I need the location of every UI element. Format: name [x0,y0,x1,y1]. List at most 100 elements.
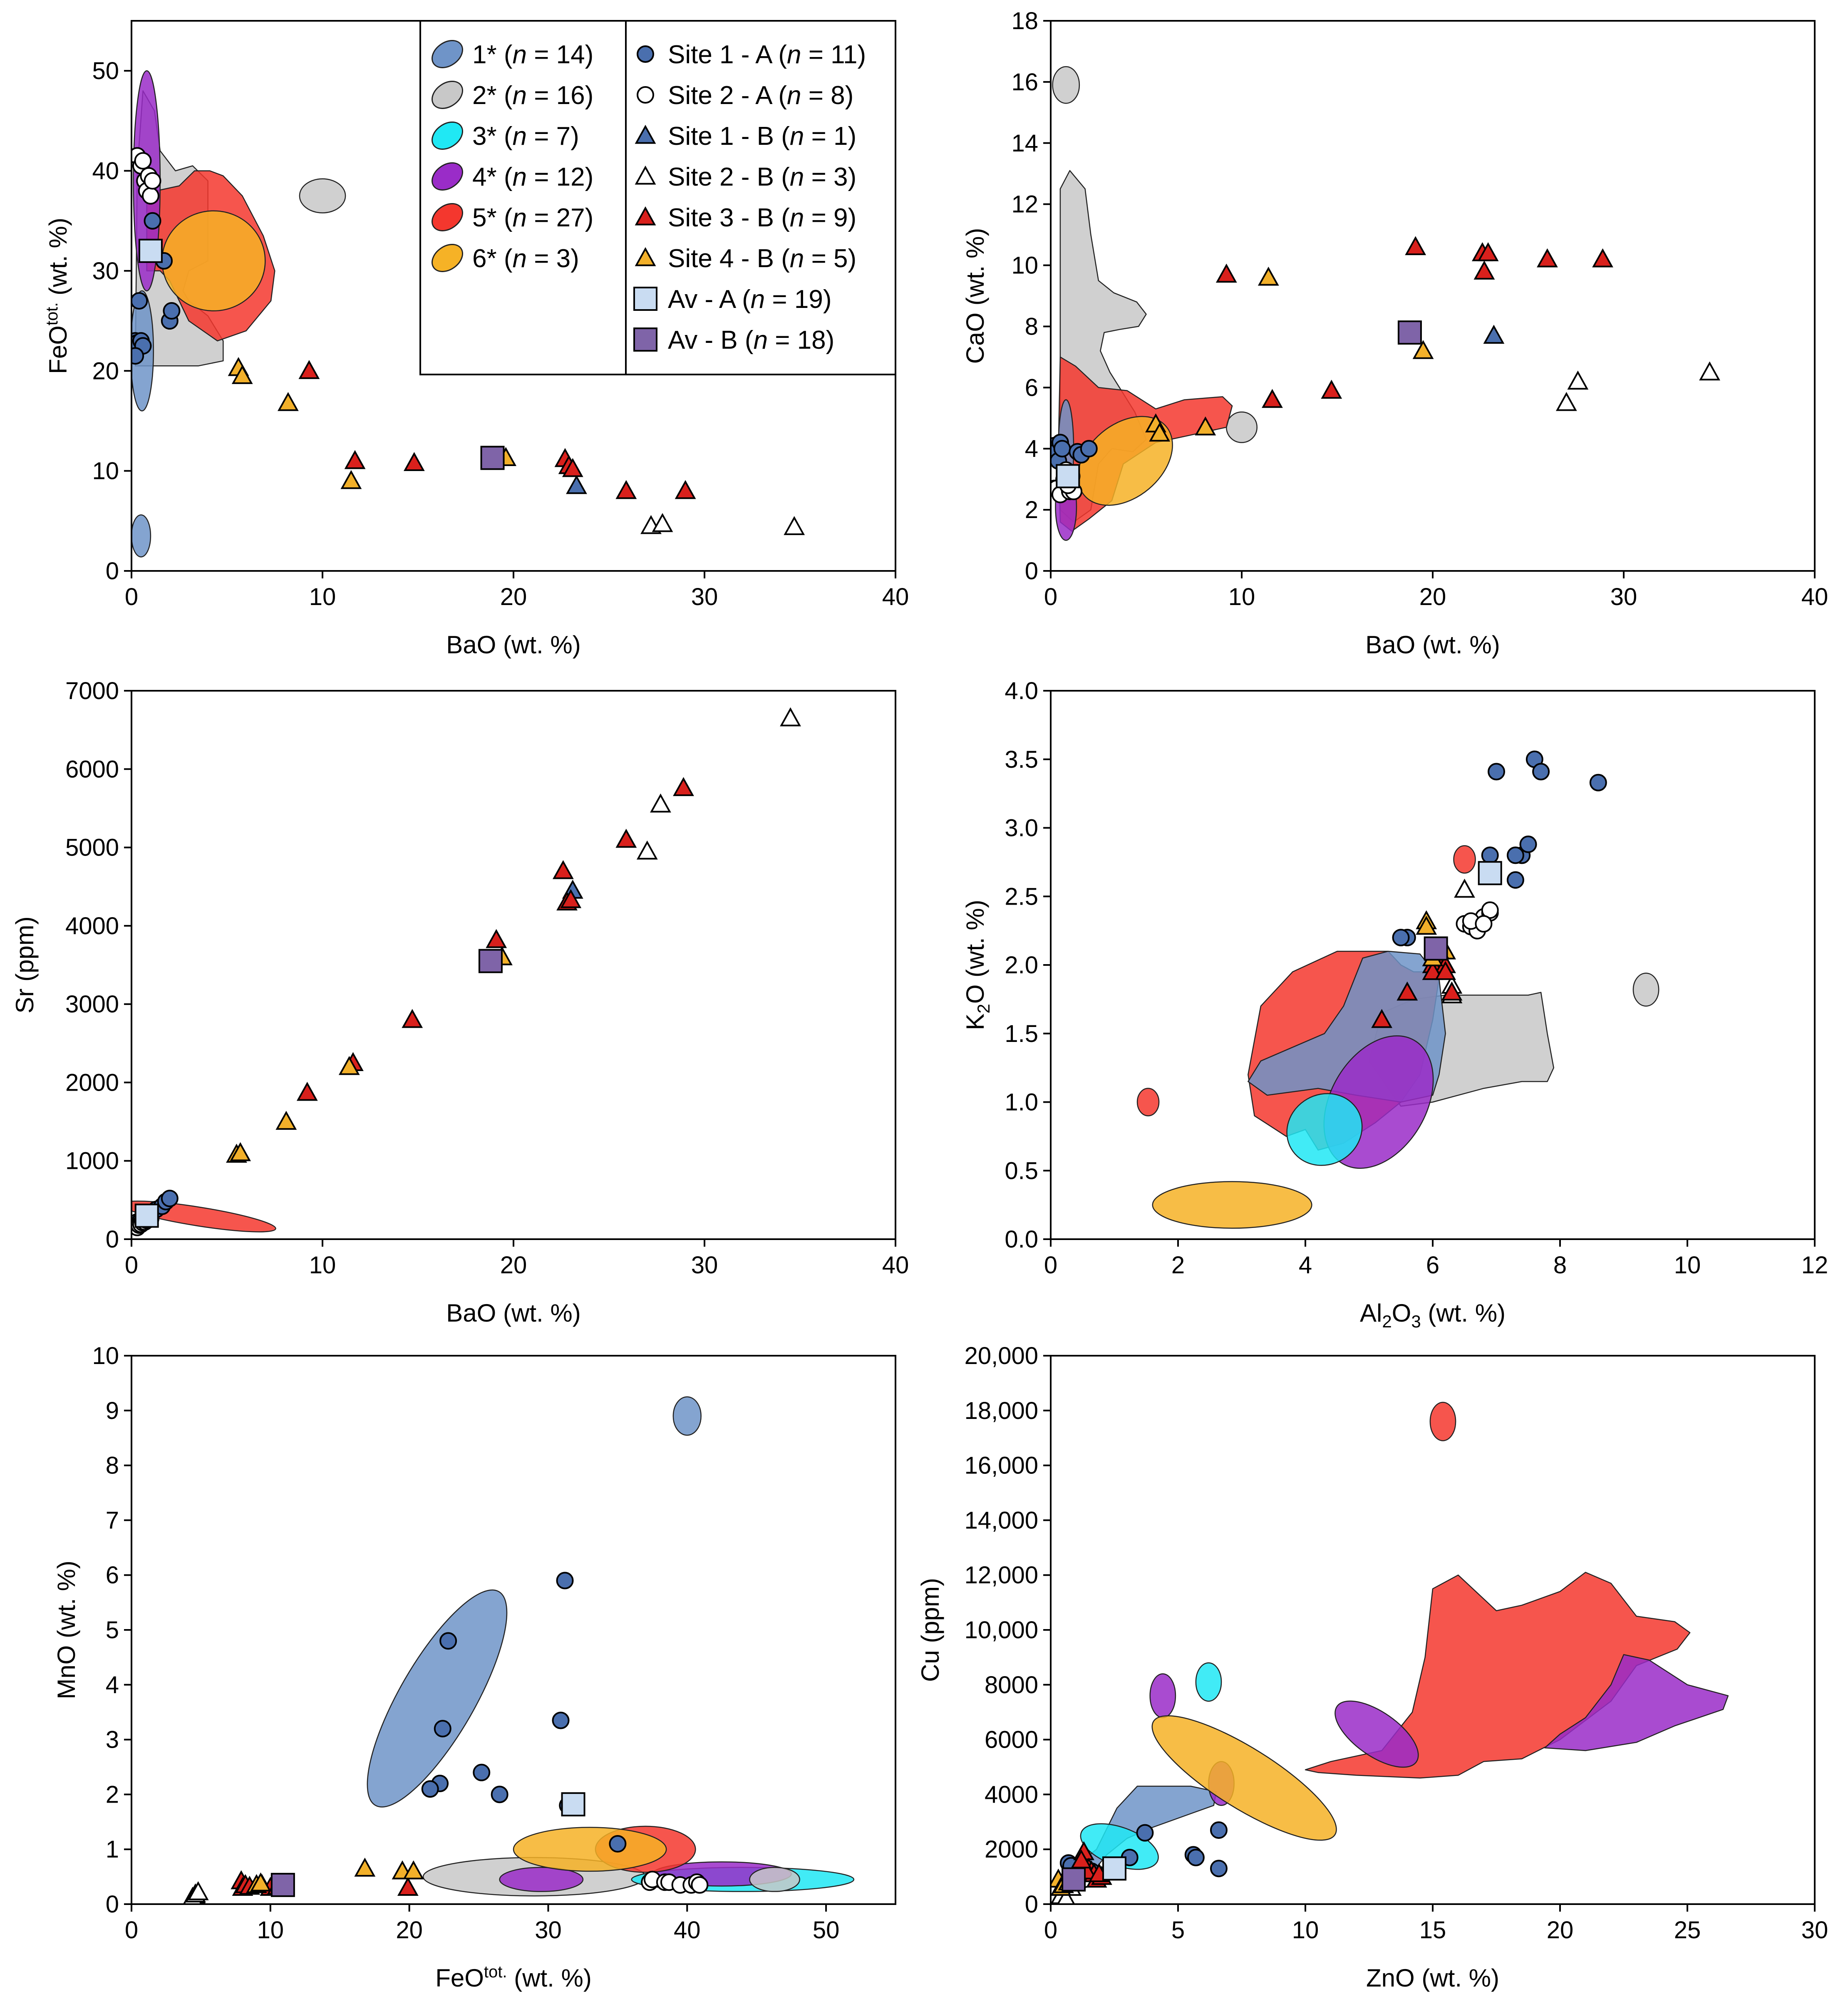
marker-s2b [636,840,658,860]
marker-s4b [340,470,362,489]
marker-ava [1056,464,1080,489]
chart-k2o-vs-al2o3: 0 2 4 6 8 10 12 0.0 0.5 1.0 1.5 2.0 2.5 3.0 3.5 4.0 Al2… [961,677,1828,1331]
marker-s2b [187,1881,209,1900]
legend-swatch-5 [432,203,463,231]
y-tick-label: 0.5 [1005,1157,1038,1184]
x-axis-title: ZnO (wt. %) [1366,1964,1499,1992]
marker-s2a [1475,915,1493,933]
marker-s3b [560,889,582,908]
legend-swatch-3 [432,122,463,150]
y-tick-label: 16,000 [965,1452,1038,1479]
y-tick-label: 5 [106,1617,119,1644]
marker-s4b [403,1860,424,1880]
x-tick-label: 12 [1801,1252,1828,1279]
y-tick-label: 6000 [985,1726,1038,1754]
legend-label-5: 5* (n = 27) [472,203,593,232]
marker-s3b [402,1009,423,1028]
marker-s1a [439,1632,457,1650]
y-tick-label: 14,000 [965,1507,1038,1534]
y-tick-label: 0 [106,1891,119,1918]
marker-s3b [344,450,366,469]
ticks-layer: 0 2 4 6 8 10 12 0.0 0.5 1.0 1.5 2.0 2.5 3.0 3.5 4.0 [1005,677,1828,1279]
marker-s2b [1454,878,1475,898]
marker-s1b [1483,325,1505,344]
y-tick-label: 4.0 [1005,677,1038,704]
marker-avb [478,949,503,973]
marker-s3b [1371,1009,1392,1028]
y-tick-label: 2.0 [1005,952,1038,979]
y-tick-label: 4000 [65,913,119,940]
legend-marker-ava [633,287,657,311]
legend-marker-avb [633,327,657,352]
y-tick-label: 3000 [65,991,119,1018]
x-tick-label: 20 [500,583,527,610]
marker-s2b [1555,392,1577,411]
y-tick-label: 1 [106,1836,119,1863]
x-tick-label: 0 [1044,1917,1057,1944]
marker-s1a [1506,871,1524,889]
y-tick-label: 2 [106,1781,119,1808]
legend: 1* (n = 14) 2* (n = 16) 3* (n = 7) 4* (n = … [419,20,896,375]
legend-label-ava: Av - A (n = 19) [668,285,831,314]
marker-s4b [338,1056,360,1075]
y-tick-label: 50 [92,57,119,84]
marker-s3b [1592,248,1613,268]
marker-s1a [1481,846,1499,864]
y-tick-label: 3.5 [1005,746,1038,773]
y-tick-label: 1.0 [1005,1089,1038,1116]
y-axis-title: FeOtot. (wt. %) [43,218,72,374]
marker-s3b [1422,961,1444,980]
y-tick-label: 4 [1025,435,1038,462]
legend-sites: Site 1 - A (n = 11) Site 2 - A (n = 8) Sit… [633,40,866,355]
marker-ava [138,238,163,263]
marker-s1a [131,347,144,365]
y-tick-label: 0 [106,558,119,585]
legend-swatch-4 [432,162,463,191]
x-tick-label: 5 [1171,1917,1185,1944]
y-tick-label: 10 [1011,252,1038,279]
y-tick-label: 3 [106,1726,119,1754]
marker-s3b [615,480,637,499]
y-tick-label: 8 [1025,313,1038,340]
legend-marker-s1a [637,45,654,63]
field-group-6 [1151,1715,1337,1841]
plot-frame [131,1355,896,1905]
y-tick-label: 9 [106,1397,119,1424]
field-group-5 [1136,1088,1160,1116]
marker-s2a [144,172,161,190]
y-axis-title: CaO (wt. %) [961,228,989,364]
y-axis-title: K2O (wt. %) [961,900,993,1030]
marker-ava [1478,861,1502,885]
marker-s4b [1416,915,1437,935]
x-tick-label: 50 [813,1917,840,1944]
legend-label-s2a: Site 2 - A (n = 8) [668,81,853,110]
field-group-2 [749,1867,800,1892]
marker-s3b [615,828,637,848]
x-tick-label: 0 [1044,583,1057,610]
x-tick-label: 0 [125,1917,138,1944]
marker-s3b [1262,389,1283,408]
x-axis-title: FeOtot. (wt. %) [435,1963,592,1992]
legend-marker-s2a [637,86,654,104]
x-tick-label: 30 [691,583,718,610]
marker-s1a [421,1780,439,1798]
x-axis-title: BaO (wt. %) [446,1299,580,1327]
marker-s4b [275,1111,297,1130]
marker-s2b [1057,1887,1075,1904]
y-tick-label: 1000 [65,1148,119,1175]
x-tick-label: 10 [309,1252,336,1279]
y-tick-label: 40 [92,158,119,185]
marker-s4b [1195,416,1216,436]
markers-layer [1051,1821,1228,1904]
marker-s1a [609,1835,627,1853]
x-tick-label: 20 [396,1917,423,1944]
y-tick-label: 2000 [65,1069,119,1096]
marker-s1a [1519,836,1537,853]
fields-layer [131,70,346,558]
field-group-6 [1077,416,1173,506]
marker-s1a [163,302,181,320]
x-tick-label: 0 [125,583,138,610]
ticks-layer: 0 5 10 15 20 25 30 0 2000 4000 6000 8000 10,000 12,00… [965,1342,1828,1944]
marker-s3b [296,1081,318,1101]
field-group-1 [672,1396,702,1436]
